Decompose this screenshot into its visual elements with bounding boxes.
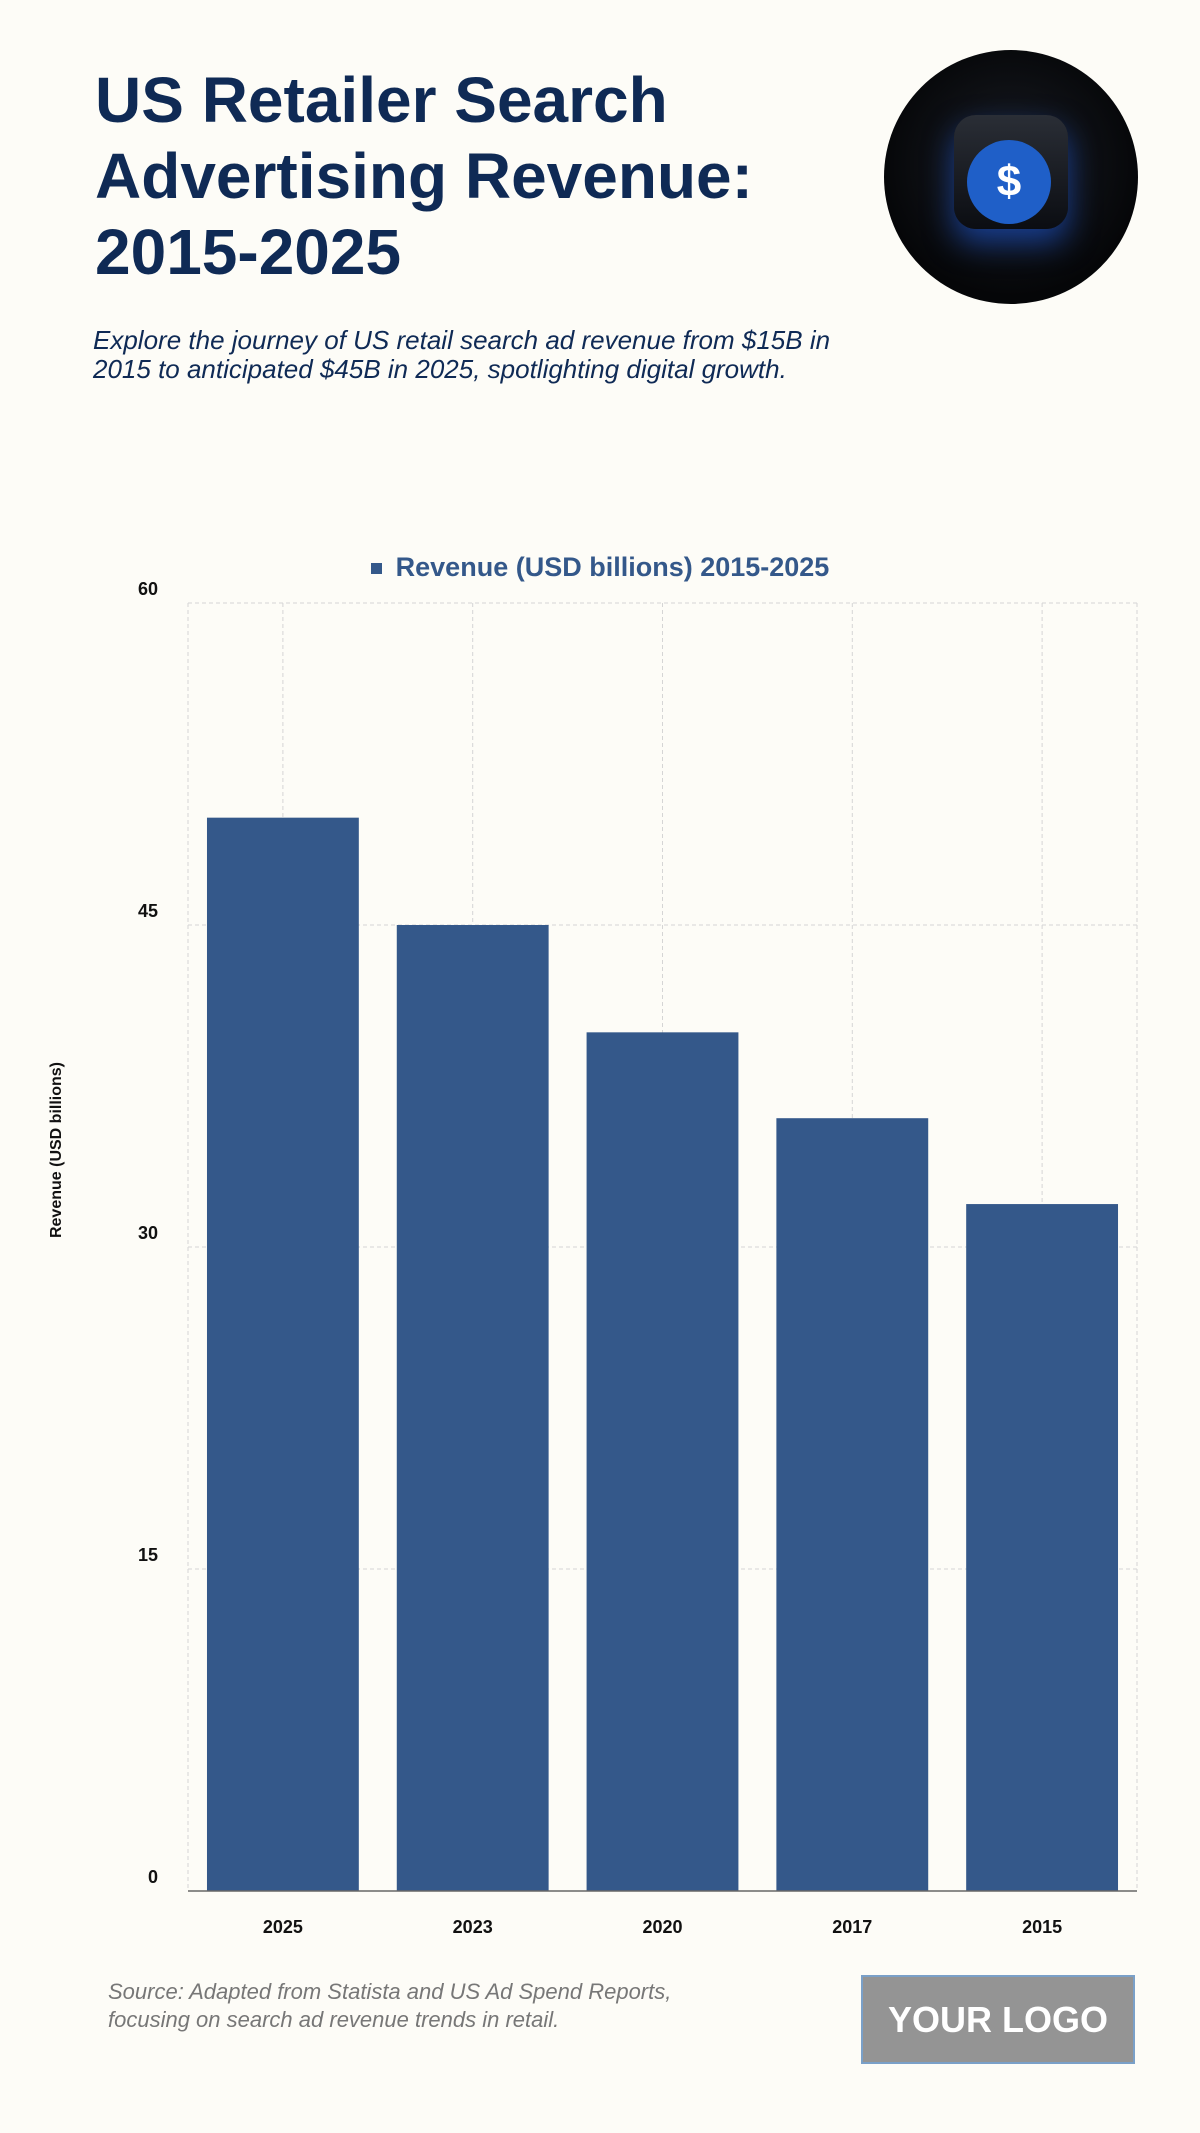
y-tick-label: 45 bbox=[138, 901, 158, 921]
bar-2015 bbox=[966, 1204, 1119, 1891]
y-tick-label: 15 bbox=[138, 1545, 158, 1565]
page-title: US Retailer Search Advertising Revenue: … bbox=[95, 64, 753, 288]
x-tick-label: 2023 bbox=[453, 1917, 493, 1937]
legend-swatch bbox=[370, 563, 382, 575]
x-tick-label: 2020 bbox=[642, 1917, 682, 1937]
dollar-coin-icon: $ bbox=[884, 50, 1138, 304]
legend-label: Revenue (USD billions) 2015-2025 bbox=[395, 552, 830, 582]
x-tick-label: 2015 bbox=[1022, 1917, 1062, 1937]
source-note: Source: Adapted from Statista and US Ad … bbox=[108, 1979, 672, 2032]
y-tick-label: 60 bbox=[138, 579, 158, 599]
bar-2020 bbox=[586, 1032, 739, 1891]
bar-2025 bbox=[206, 817, 359, 1891]
bar-2017 bbox=[776, 1118, 929, 1891]
x-tick-label: 2017 bbox=[832, 1917, 872, 1937]
bar-2023 bbox=[396, 925, 549, 1891]
y-tick-label: 0 bbox=[148, 1867, 158, 1887]
chart-legend: Revenue (USD billions) 2015-2025 bbox=[0, 552, 1200, 583]
x-tick-label: 2025 bbox=[263, 1917, 303, 1937]
y-tick-label: 30 bbox=[138, 1223, 158, 1243]
logo-placeholder: YOUR LOGO bbox=[861, 1975, 1135, 2064]
page-subtitle: Explore the journey of US retail search … bbox=[93, 325, 831, 384]
